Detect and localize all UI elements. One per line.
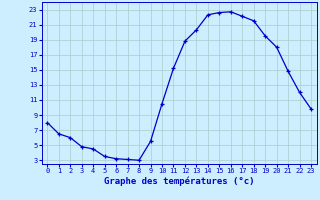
X-axis label: Graphe des températures (°c): Graphe des températures (°c) bbox=[104, 177, 254, 186]
